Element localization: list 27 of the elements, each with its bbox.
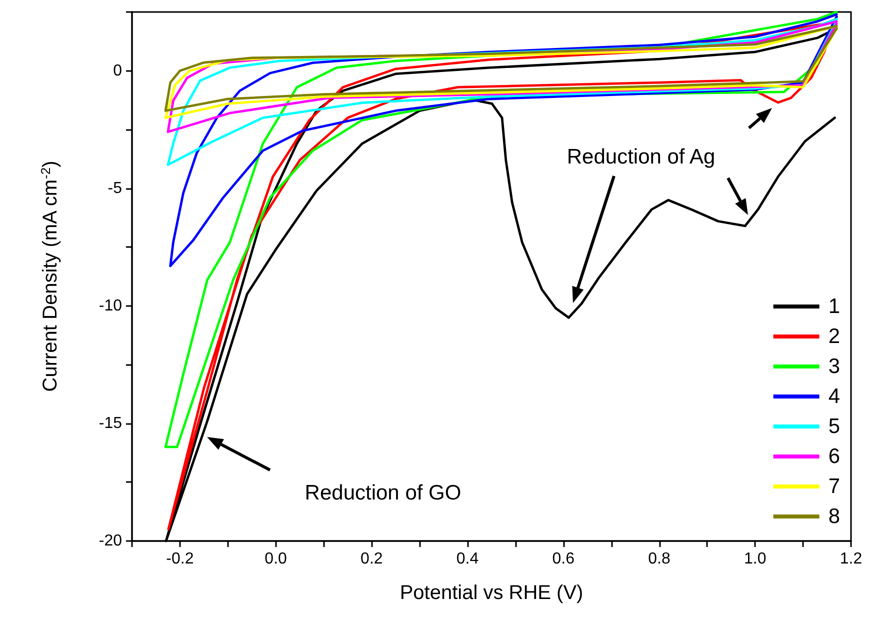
legend-label: 3 — [828, 355, 840, 378]
x-tick-label: 0.4 — [456, 550, 479, 568]
line-series — [169, 13, 838, 268]
annotation: Reduction of Ag — [566, 146, 716, 168]
y-axis-title: Current Density (mA cm-2) — [38, 160, 62, 392]
legend-label: 7 — [828, 475, 840, 498]
x-tick-label: 0.8 — [648, 550, 670, 568]
legend-label: 6 — [828, 445, 840, 468]
legend-label: 2 — [828, 325, 840, 348]
line-series — [166, 18, 838, 166]
x-tick-label: 1.0 — [744, 550, 766, 568]
y-tick-label: -15 — [98, 414, 122, 432]
x-axis-title: Potential vs RHE (V) — [400, 582, 584, 604]
annotation: Reduction of GO — [304, 482, 462, 504]
legend-label: 4 — [828, 385, 840, 408]
x-tick-label: 0.6 — [552, 550, 575, 568]
x-tick-label: -0.2 — [166, 550, 194, 568]
legend-label: 1 — [828, 295, 840, 318]
y-tick-label: -10 — [98, 297, 122, 314]
y-tick-label: 0 — [113, 62, 122, 80]
x-tick-label: 0.0 — [264, 550, 288, 568]
x-tick-label: 1.2 — [840, 550, 862, 568]
legend-label: 8 — [828, 505, 840, 528]
x-tick-label: 0.2 — [360, 550, 383, 568]
legend-label: 5 — [828, 415, 840, 438]
y-tick-label: -20 — [98, 532, 122, 550]
y-tick-label: -5 — [108, 180, 122, 197]
